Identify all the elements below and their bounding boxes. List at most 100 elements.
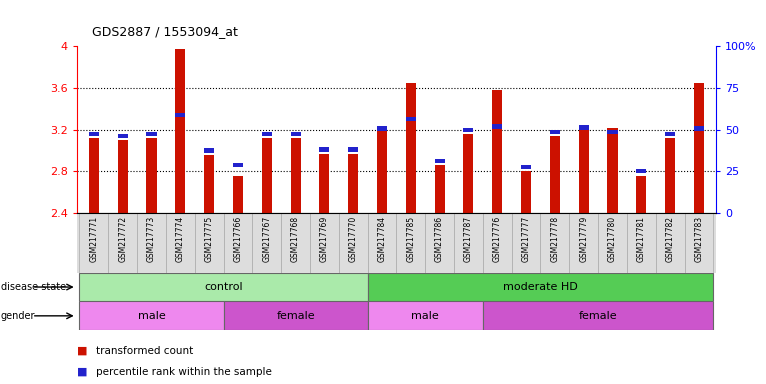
Bar: [319, 154, 329, 213]
Bar: [434, 165, 445, 213]
Bar: [550, 136, 560, 213]
Bar: [637, 175, 647, 213]
Bar: [493, 124, 502, 129]
Bar: [224, 301, 368, 330]
Text: GSM217780: GSM217780: [608, 216, 617, 262]
Text: GSM217783: GSM217783: [695, 216, 703, 262]
Bar: [108, 213, 137, 273]
Bar: [512, 213, 541, 273]
Text: GSM217776: GSM217776: [493, 216, 502, 262]
Text: GSM217766: GSM217766: [234, 216, 243, 262]
Bar: [118, 140, 128, 213]
Text: GSM217774: GSM217774: [176, 216, 185, 262]
Text: GSM217782: GSM217782: [666, 216, 675, 262]
Text: percentile rank within the sample: percentile rank within the sample: [96, 367, 272, 377]
Bar: [637, 169, 647, 174]
Text: gender: gender: [1, 311, 35, 321]
Text: GSM217784: GSM217784: [378, 216, 387, 262]
Text: ■: ■: [77, 367, 87, 377]
Text: female: female: [579, 311, 617, 321]
Text: disease state: disease state: [1, 282, 66, 292]
Text: control: control: [205, 282, 243, 292]
Bar: [368, 273, 713, 301]
Text: GSM217772: GSM217772: [118, 216, 127, 262]
Bar: [195, 213, 224, 273]
Bar: [665, 138, 675, 213]
Bar: [166, 213, 195, 273]
Bar: [89, 132, 99, 136]
Bar: [463, 134, 473, 213]
Bar: [493, 90, 502, 213]
Bar: [262, 132, 272, 136]
Bar: [224, 213, 252, 273]
Text: female: female: [277, 311, 315, 321]
Text: GSM217781: GSM217781: [637, 216, 646, 262]
Bar: [627, 213, 656, 273]
Bar: [281, 213, 310, 273]
Bar: [569, 213, 598, 273]
Bar: [434, 159, 445, 163]
Bar: [290, 132, 300, 136]
Text: GSM217785: GSM217785: [406, 216, 415, 262]
Bar: [406, 83, 416, 213]
Bar: [454, 213, 483, 273]
Bar: [348, 154, 358, 213]
Text: GSM217779: GSM217779: [579, 216, 588, 262]
Text: GSM217773: GSM217773: [147, 216, 156, 262]
Bar: [425, 213, 454, 273]
Bar: [348, 147, 358, 152]
Text: male: male: [411, 311, 439, 321]
Bar: [598, 213, 627, 273]
Bar: [607, 127, 617, 213]
Text: GSM217770: GSM217770: [349, 216, 358, 262]
Bar: [665, 132, 675, 136]
Bar: [694, 126, 704, 131]
Bar: [656, 213, 685, 273]
Bar: [694, 83, 704, 213]
Text: GSM217767: GSM217767: [262, 216, 271, 262]
Text: GSM217768: GSM217768: [291, 216, 300, 262]
Bar: [319, 147, 329, 152]
Bar: [607, 129, 617, 134]
Text: GSM217769: GSM217769: [320, 216, 329, 262]
Text: GSM217786: GSM217786: [435, 216, 444, 262]
Bar: [685, 213, 713, 273]
Text: male: male: [138, 311, 165, 321]
Text: ■: ■: [77, 346, 87, 356]
Bar: [396, 213, 425, 273]
Text: GSM217771: GSM217771: [90, 216, 98, 262]
Bar: [175, 113, 185, 117]
Bar: [463, 127, 473, 132]
Bar: [204, 148, 214, 152]
Bar: [483, 213, 512, 273]
Bar: [521, 171, 531, 213]
Bar: [550, 129, 560, 134]
Bar: [377, 126, 387, 131]
Bar: [310, 213, 339, 273]
Text: GSM217777: GSM217777: [522, 216, 531, 262]
Text: GDS2887 / 1553094_at: GDS2887 / 1553094_at: [92, 25, 237, 38]
Bar: [483, 301, 713, 330]
Bar: [80, 301, 224, 330]
Bar: [262, 138, 272, 213]
Bar: [368, 301, 483, 330]
Bar: [339, 213, 368, 273]
Text: moderate HD: moderate HD: [503, 282, 578, 292]
Bar: [80, 273, 368, 301]
Text: GSM217787: GSM217787: [464, 216, 473, 262]
Bar: [89, 138, 99, 213]
Bar: [578, 130, 589, 213]
Text: transformed count: transformed count: [96, 346, 193, 356]
Bar: [118, 134, 128, 138]
Bar: [578, 126, 589, 130]
Bar: [541, 213, 569, 273]
Bar: [233, 175, 243, 213]
Bar: [252, 213, 281, 273]
Bar: [368, 213, 397, 273]
Bar: [204, 155, 214, 213]
Bar: [290, 138, 300, 213]
Bar: [80, 213, 108, 273]
Bar: [137, 213, 166, 273]
Bar: [146, 138, 156, 213]
Bar: [521, 165, 531, 169]
